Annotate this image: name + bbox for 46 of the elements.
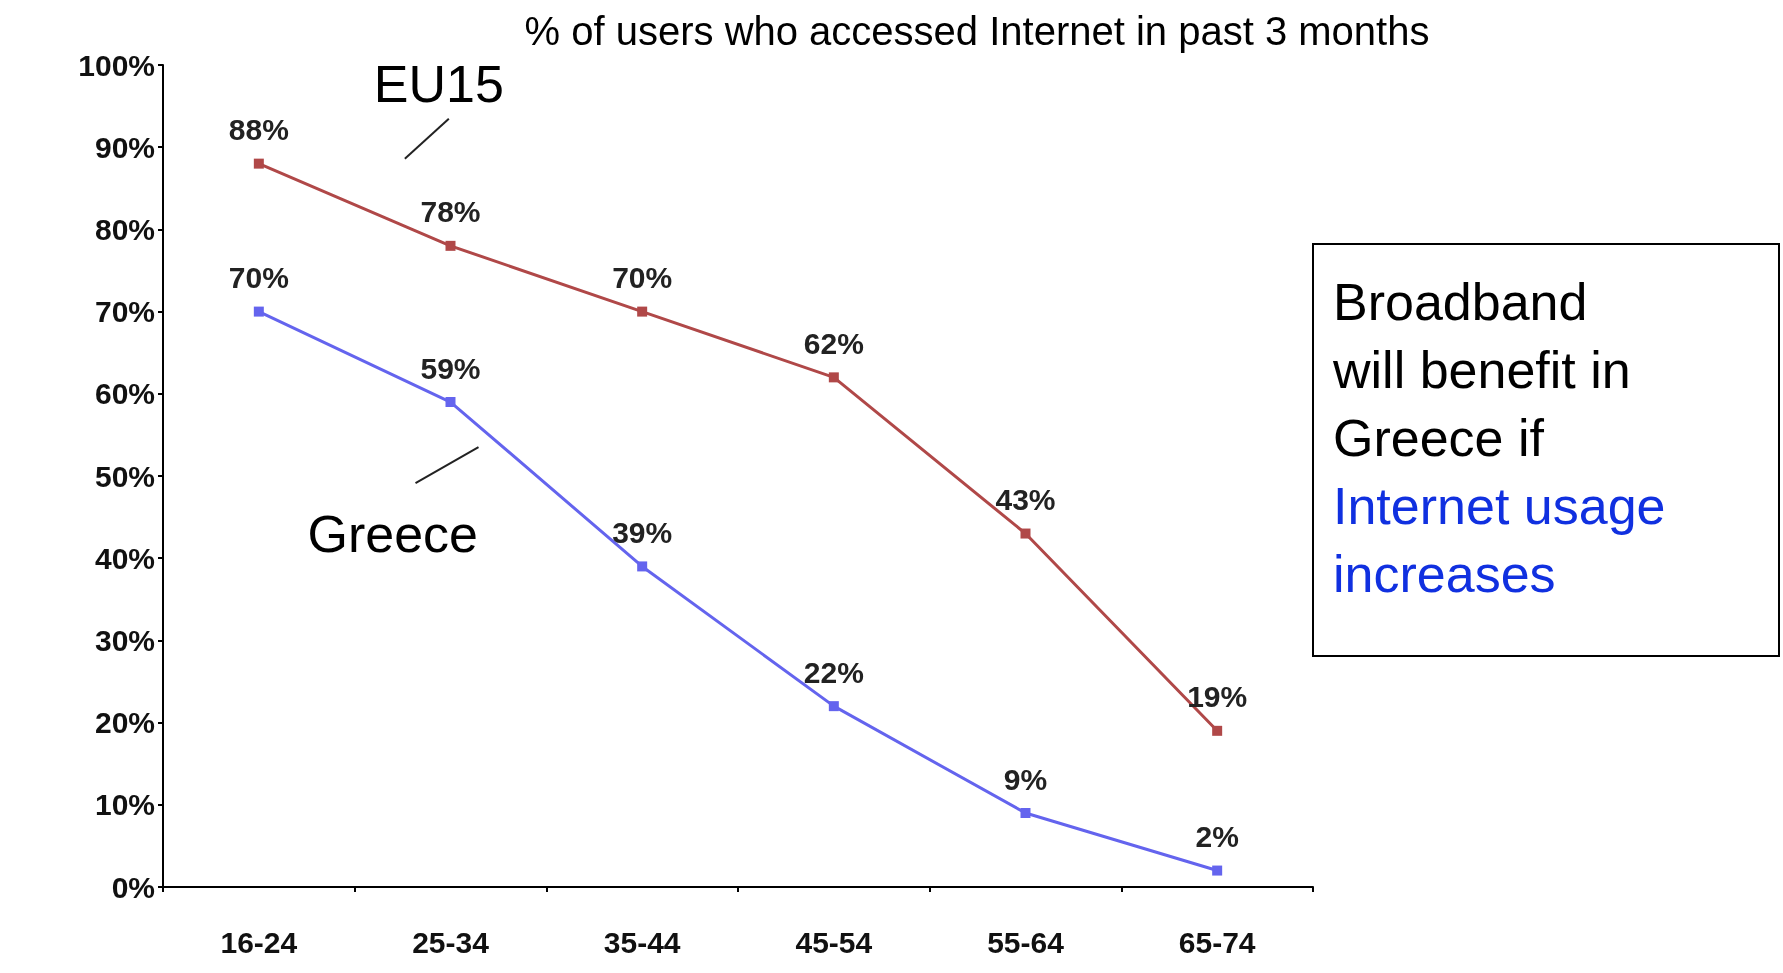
point	[445, 397, 456, 408]
point	[637, 561, 648, 572]
y-tick-label: 30%	[94, 623, 155, 657]
data-label: 62%	[803, 326, 864, 360]
data-label: 59%	[420, 351, 481, 385]
x-tick-label: 35-44	[603, 925, 681, 959]
y-tick-label: 0%	[111, 870, 155, 904]
y-tick-label: 40%	[94, 541, 155, 575]
data-label: 70%	[228, 261, 289, 295]
text: Internet usage increases	[1333, 477, 1666, 603]
data-label: 88%	[228, 113, 289, 147]
data-label: 78%	[420, 195, 481, 229]
point	[1212, 725, 1223, 736]
x-tick-label: 45-54	[795, 925, 873, 959]
text: Broadband will benefit in Greece if	[1332, 273, 1631, 467]
point	[445, 240, 456, 251]
x-tick-label: 25-34	[412, 925, 490, 959]
y-tick-label: 100%	[78, 48, 155, 82]
point	[828, 372, 839, 383]
x-tick-label: 55-64	[987, 925, 1065, 959]
series-label: Greece	[307, 505, 479, 564]
point	[1020, 528, 1031, 539]
x-tick-label: 16-24	[220, 925, 298, 959]
y-tick-label: 90%	[94, 130, 155, 164]
point	[1020, 808, 1031, 819]
y-tick-label: 70%	[94, 295, 155, 329]
x-tick-label: 65-74	[1178, 925, 1256, 959]
data-label: 22%	[803, 655, 864, 689]
point	[253, 306, 264, 317]
data-label: 43%	[995, 483, 1056, 517]
chart-title: % of users who accessed Internet in past 3 months	[524, 9, 1430, 53]
data-label: 2%	[1195, 820, 1239, 854]
point	[637, 306, 648, 317]
series-label: EU15	[373, 54, 504, 113]
y-tick-label: 10%	[94, 788, 155, 822]
y-tick-label: 80%	[94, 212, 155, 246]
point	[828, 701, 839, 712]
point	[253, 158, 264, 169]
point	[1212, 865, 1223, 876]
y-tick-label: 20%	[94, 706, 155, 740]
data-label: 9%	[1003, 762, 1048, 796]
data-label: 19%	[1187, 680, 1248, 714]
data-label: 70%	[612, 261, 673, 295]
y-tick-label: 60%	[94, 377, 155, 411]
data-label: 39%	[612, 515, 673, 549]
y-tick-label: 50%	[94, 459, 155, 493]
